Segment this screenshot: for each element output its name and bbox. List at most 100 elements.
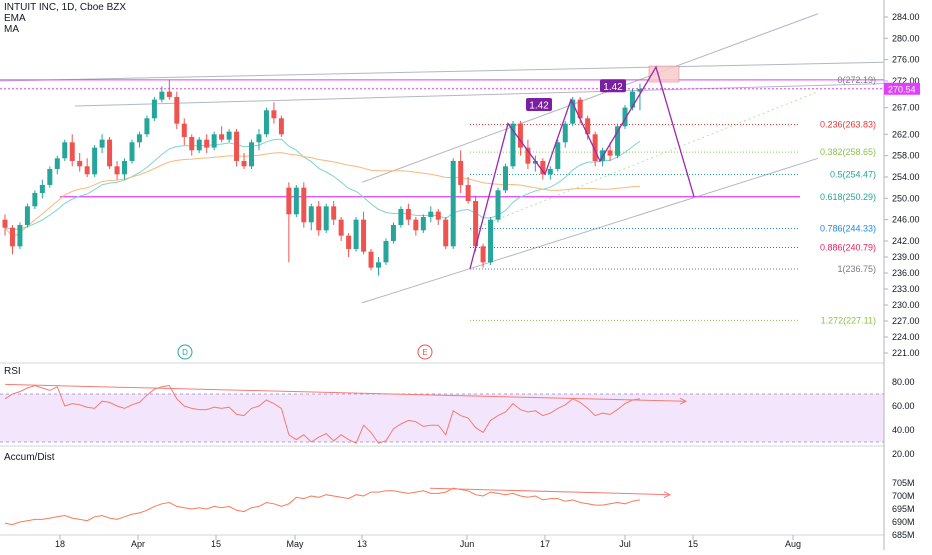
candle-body — [323, 206, 329, 231]
accum-title: Accum/Dist — [4, 452, 55, 463]
time-tick-label: Apr — [131, 539, 145, 549]
price-tick-label: 276.00 — [892, 55, 920, 65]
event-marker — [177, 344, 193, 360]
price-tick-label: 262.00 — [892, 129, 920, 139]
time-tick-label: Jun — [460, 539, 475, 549]
time-tick-label: May — [286, 539, 304, 549]
rsi-divergence-line — [4, 383, 686, 402]
candle-body — [353, 219, 359, 249]
candle-body — [405, 208, 411, 220]
price-tick-label: 242.00 — [892, 236, 920, 246]
accum-divergence-line — [429, 487, 671, 496]
rsi-tick-label: 20.00 — [892, 449, 915, 459]
candle-body — [114, 166, 120, 175]
candle-body — [278, 118, 284, 135]
candle-body — [219, 134, 225, 140]
event-marker-label: E — [422, 348, 427, 357]
target-box — [648, 65, 680, 83]
candle-body — [376, 262, 381, 268]
labels: RSI Accum/Dist 0(272.19) 0.236(263.83) 0.382… — [4, 75, 876, 463]
candle-body — [39, 184, 45, 193]
candle-body — [525, 147, 531, 164]
channel-upper-line — [361, 13, 819, 183]
rsi-line — [4, 385, 640, 444]
candle-body — [99, 139, 105, 148]
price-tick-label: 227.00 — [892, 316, 920, 326]
fib-level-label: 0(272.19) — [837, 75, 876, 85]
candle-body — [480, 246, 486, 263]
candle-body — [570, 99, 576, 124]
candle-body — [84, 166, 90, 175]
fib-level-label: 0.786(244.33) — [820, 224, 876, 234]
candle-body — [69, 142, 75, 161]
price-tick-label: 280.00 — [892, 33, 920, 43]
accum-dist-line — [4, 487, 640, 526]
candle-body — [107, 139, 113, 167]
candle-body — [532, 160, 538, 164]
candle-body — [413, 219, 419, 231]
candle-body — [226, 131, 232, 140]
candle-body — [249, 142, 255, 167]
candle-body — [443, 219, 449, 247]
accum-tick-label: 685M — [892, 530, 915, 540]
last-price-tag — [884, 82, 920, 95]
fib-level-label: 0.886(240.79) — [820, 242, 876, 252]
candle-body — [286, 187, 292, 215]
candle-body — [331, 206, 337, 220]
time-tick-label: 15 — [211, 539, 221, 549]
candle-body — [615, 126, 621, 156]
candle-body — [383, 240, 389, 263]
time-tick-label: 17 — [540, 539, 550, 549]
candle-body — [189, 136, 195, 151]
ma-line — [4, 152, 640, 238]
candle-body — [54, 158, 60, 169]
candle-body — [271, 110, 277, 119]
ma-legend-label: MA — [4, 24, 19, 35]
fib-level-label: 0.382(258.65) — [820, 147, 876, 157]
price-tick-label: 239.00 — [892, 252, 920, 262]
candle-body — [47, 168, 53, 185]
candle-body — [398, 208, 404, 225]
candle-body — [510, 123, 516, 167]
candle-body — [136, 134, 142, 143]
candle-body — [368, 251, 374, 268]
candle-body — [517, 123, 523, 148]
rsi-tick-label: 60.00 — [892, 401, 915, 411]
ratio-label: 1.42 — [603, 82, 623, 93]
candle-body — [144, 118, 150, 135]
time-tick-label: Aug — [785, 539, 801, 549]
candle-body — [361, 219, 367, 252]
drawing-lines — [0, 13, 885, 321]
candle-body — [9, 227, 15, 247]
price-tick-label: 224.00 — [892, 332, 920, 342]
candle-body — [428, 211, 434, 217]
pattern-path — [469, 65, 695, 269]
ema-legend-label: EMA — [4, 13, 26, 24]
candle-body — [562, 123, 568, 143]
time-tick-label: Jul — [619, 539, 631, 549]
candle-body — [256, 134, 262, 143]
candle-body — [211, 134, 217, 148]
candle-body — [174, 96, 180, 124]
candle-body — [62, 142, 68, 159]
fib-level-label: 1(236.75) — [837, 264, 876, 274]
upper-trendline — [74, 83, 885, 107]
time-tick-label: 15 — [688, 539, 698, 549]
candle-body — [607, 150, 613, 156]
candle-body — [502, 166, 508, 191]
last-price-label: 270.54 — [888, 84, 916, 94]
candle-body — [129, 142, 135, 161]
candle-body — [234, 131, 240, 161]
candle-body — [346, 235, 352, 249]
candle-body — [2, 219, 8, 228]
price-tick-label: 246.00 — [892, 215, 920, 225]
indicator-bands — [0, 393, 884, 443]
candle-body — [166, 91, 172, 97]
fib-level-label: 1.272(227.11) — [821, 315, 876, 325]
candles — [2, 79, 643, 276]
candle-body — [577, 99, 583, 119]
candle-body — [495, 190, 501, 220]
candle-body — [122, 160, 128, 175]
